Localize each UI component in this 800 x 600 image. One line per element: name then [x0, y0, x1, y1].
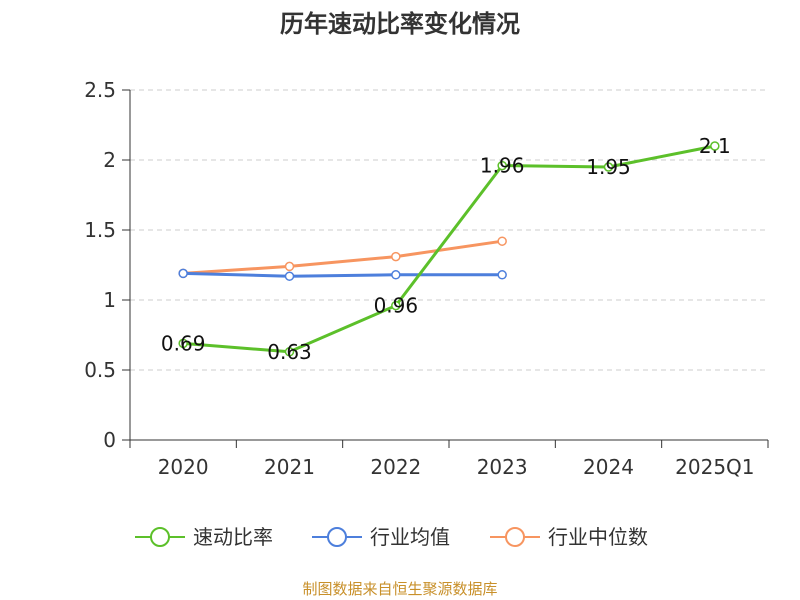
- data-label: 0.63: [267, 340, 312, 364]
- legend-marker-icon: [150, 527, 170, 547]
- data-point: [497, 236, 507, 246]
- chart-title: 历年速动比率变化情况: [280, 10, 520, 38]
- y-tick-label: 2: [103, 148, 116, 172]
- data-point: [391, 300, 401, 311]
- data-point: [391, 251, 401, 262]
- legend[interactable]: 速动比率 行业均值 行业中位数: [135, 525, 648, 549]
- source-footer: 制图数据来自恒生聚源数据库: [302, 580, 497, 598]
- x-tick-label: 2024: [583, 455, 634, 479]
- x-tick-label: 2022: [370, 455, 421, 479]
- data-point: [284, 271, 295, 281]
- legend-marker-icon: [505, 527, 525, 547]
- series-行业均值: [178, 268, 507, 281]
- x-tick-label: 2023: [477, 455, 528, 479]
- data-point: [284, 261, 295, 272]
- series-行业中位数: [178, 236, 507, 279]
- data-label: 1.96: [480, 154, 525, 178]
- axes: 0 0.5 1 1.5 2 2.5 2020 2021 2022 2023 2024 2025Q1: [84, 78, 769, 479]
- series-line: [183, 239, 503, 275]
- y-tick-label: 1: [103, 288, 116, 312]
- series-line: [183, 144, 716, 354]
- legend-item-行业中位数[interactable]: 行业中位数: [490, 525, 648, 549]
- x-tick-label: 2025Q1: [675, 455, 754, 479]
- legend-item-行业均值[interactable]: 行业均值: [312, 525, 450, 549]
- data-point: [710, 141, 720, 151]
- data-label: 0.69: [161, 331, 206, 355]
- data-label: 0.96: [374, 294, 419, 318]
- data-label: 2.1: [699, 134, 731, 158]
- data-point: [391, 270, 401, 280]
- legend-label: 速动比率: [193, 525, 273, 549]
- y-tick-label: 0.5: [84, 358, 116, 382]
- x-tick-label: 2020: [158, 455, 209, 479]
- legend-label: 行业均值: [370, 525, 450, 549]
- series-line: [183, 271, 503, 278]
- data-point: [603, 162, 614, 172]
- data-point: [497, 270, 507, 280]
- y-tick-label: 2.5: [84, 78, 116, 102]
- legend-item-速动比率[interactable]: 速动比率: [135, 525, 273, 549]
- y-tick-label: 0: [103, 428, 116, 452]
- y-tick-label: 1.5: [84, 218, 116, 242]
- data-label: 1.95: [586, 155, 631, 179]
- data-point: [497, 160, 507, 171]
- data-point: [284, 347, 295, 357]
- series-速动比率: [178, 141, 720, 357]
- legend-label: 行业中位数: [548, 525, 648, 549]
- gridlines: [130, 89, 768, 371]
- legend-marker-icon: [327, 527, 347, 547]
- x-tick-label: 2021: [264, 455, 315, 479]
- data-point: [178, 338, 188, 349]
- data-labels: 0.69 0.63 0.96 1.96 1.95 2.1: [161, 134, 731, 364]
- series-lines: [178, 141, 720, 357]
- data-point: [178, 268, 188, 279]
